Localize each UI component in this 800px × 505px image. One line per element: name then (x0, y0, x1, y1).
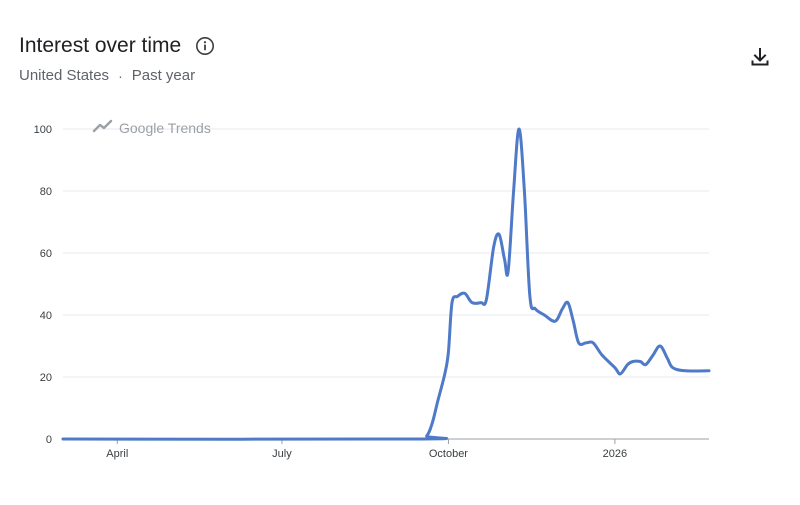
watermark-label: Google Trends (119, 119, 211, 136)
chart-subtitle: United States · Past year (19, 67, 215, 84)
y-tick-label: 80 (40, 186, 52, 198)
timeframe-label: Past year (131, 67, 196, 84)
trend-line-icon (92, 119, 119, 136)
series-line (61, 127, 711, 441)
y-tick-label: 40 (40, 310, 52, 322)
location-label: United States (19, 67, 110, 84)
y-tick-label: 60 (40, 248, 52, 260)
x-axis: April July October 2026 (63, 438, 709, 460)
x-tick-label: April (106, 448, 128, 460)
y-tick-label: 100 (34, 124, 52, 136)
download-icon[interactable] (748, 45, 772, 69)
x-tick-label: 2026 (603, 448, 627, 460)
y-tick-label: 0 (46, 434, 52, 446)
subtitle-separator: · (118, 67, 123, 84)
info-icon[interactable] (195, 36, 215, 56)
title-row: Interest over time (19, 34, 215, 58)
google-trends-watermark: Google Trends (92, 119, 211, 136)
series-layer (61, 127, 711, 441)
y-axis: 0 20 40 60 80 100 (34, 124, 52, 446)
y-tick-label: 20 (40, 372, 52, 384)
x-tick-label: July (272, 448, 292, 460)
x-tick-label: October (429, 448, 468, 460)
grid-layer (63, 128, 709, 378)
chart-title: Interest over time (19, 34, 182, 57)
chart-header: Interest over time United States · Past … (19, 34, 215, 84)
